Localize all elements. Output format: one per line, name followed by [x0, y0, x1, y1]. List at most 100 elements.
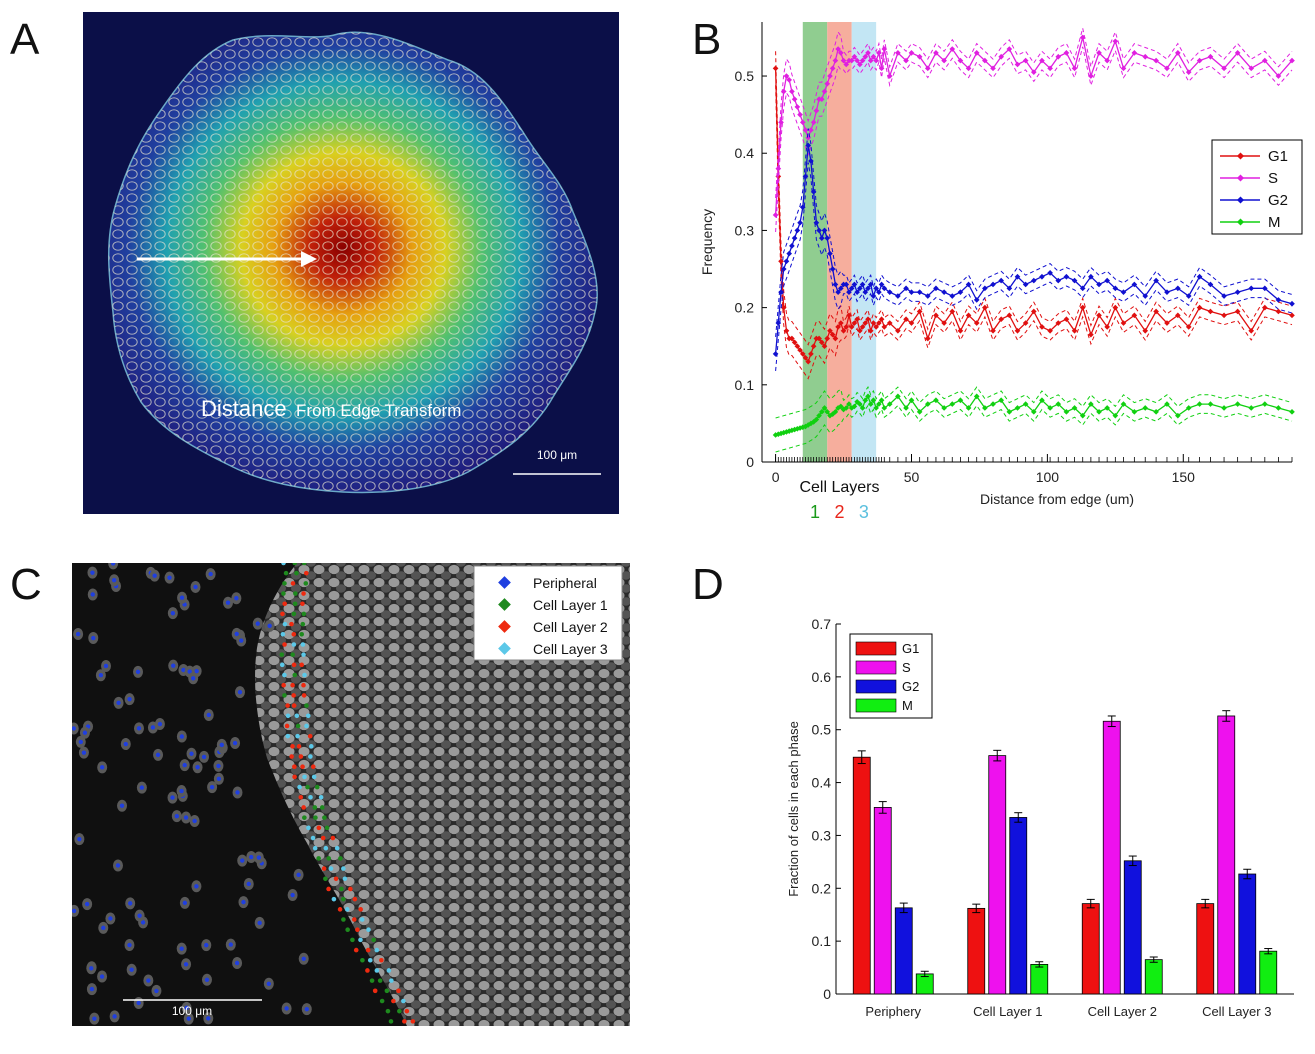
- edge-layer-marker: [281, 591, 286, 596]
- peripheral-marker: [249, 854, 254, 860]
- edge-layer-marker: [302, 815, 307, 820]
- data-point-G1: [1006, 312, 1013, 319]
- data-point-G1: [1164, 320, 1170, 326]
- peripheral-marker: [127, 942, 132, 948]
- data-point-G1: [1096, 312, 1102, 319]
- data-point-G1: [876, 320, 882, 326]
- data-point-G2: [873, 285, 879, 292]
- d-y-tick-label: 0.4: [812, 775, 832, 791]
- edge-layer-marker: [353, 947, 359, 953]
- data-point-G1: [998, 316, 1005, 323]
- peripheral-marker: [111, 578, 117, 583]
- data-point-G1: [908, 320, 915, 326]
- data-point-S: [973, 50, 980, 56]
- data-point-G1: [982, 304, 988, 311]
- panel-letter-a: A: [10, 15, 40, 64]
- edge-layer-marker: [397, 1008, 402, 1014]
- data-point-G2: [1088, 273, 1094, 280]
- data-point-G1: [865, 316, 871, 323]
- data-point-G1: [832, 335, 839, 342]
- edge-layer-marker: [290, 744, 295, 749]
- edge-layer-marker: [377, 978, 383, 983]
- peripheral-marker: [137, 913, 142, 918]
- bar-M: [1144, 959, 1163, 995]
- data-point-G2: [876, 289, 882, 296]
- peripheral-marker: [234, 596, 239, 601]
- edge-layer-marker: [290, 581, 296, 586]
- edge-layer-marker: [345, 927, 350, 932]
- data-point-G1: [1221, 312, 1227, 319]
- cell-layers-label: Cell Layers: [799, 479, 879, 496]
- peripheral-marker: [225, 600, 231, 605]
- edge-layer-marker: [388, 1019, 394, 1024]
- data-point-S: [1221, 65, 1227, 72]
- bar-G2: [894, 907, 913, 995]
- edge-layer-marker: [402, 1019, 407, 1024]
- data-point-G1: [1022, 320, 1029, 326]
- edge-layer-marker: [358, 937, 363, 943]
- x-tick-label: 150: [1172, 469, 1196, 485]
- edge-layer-marker: [372, 988, 378, 994]
- data-point-M: [865, 393, 871, 400]
- peripheral-marker: [194, 884, 199, 889]
- data-point-S: [1071, 65, 1078, 72]
- data-point-S: [1275, 73, 1282, 79]
- peripheral-marker: [90, 592, 95, 597]
- bar-G1: [1081, 903, 1100, 995]
- edge-layer-marker: [320, 835, 326, 841]
- peripheral-marker: [195, 765, 200, 770]
- data-point-S: [1088, 73, 1094, 79]
- data-point-G1: [772, 65, 779, 72]
- peripheral-marker: [167, 575, 172, 580]
- data-point-G2: [1196, 273, 1203, 280]
- data-point-S: [802, 127, 809, 133]
- data-point-G2: [1248, 285, 1255, 292]
- data-point-G1: [1275, 308, 1282, 315]
- peripheral-marker: [135, 669, 141, 675]
- edge-layer-marker: [307, 733, 313, 739]
- data-point-G1: [1039, 324, 1045, 330]
- data-point-G2: [916, 289, 923, 296]
- edge-layer-marker: [301, 591, 306, 596]
- legend-b: [1211, 139, 1303, 235]
- peripheral-marker: [112, 1014, 117, 1019]
- data-point-S: [908, 50, 915, 56]
- data-point-G2: [1289, 300, 1295, 307]
- edge-layer-marker: [366, 927, 371, 932]
- data-point-M: [1164, 401, 1170, 407]
- edge-layer-marker: [296, 744, 302, 749]
- x-tick-label: 100: [1036, 469, 1060, 485]
- data-point-M: [1047, 405, 1053, 411]
- edge-layer-marker: [300, 764, 305, 770]
- cell-layer-legend: Peripheral Cell Layer 1 Cell Layer 2 Cell L…: [473, 565, 623, 661]
- edge-layer-marker: [401, 998, 406, 1004]
- edge-layer-marker: [302, 774, 307, 780]
- peripheral-marker: [241, 899, 246, 905]
- data-point-M: [873, 405, 879, 411]
- data-point-G2: [1096, 281, 1102, 288]
- data-point-S: [1120, 65, 1127, 72]
- cell-layer-svg: Peripheral Cell Layer 1 Cell Layer 2 Cell L…: [72, 563, 630, 1026]
- edge-layer-marker: [300, 642, 306, 647]
- data-point-G2: [1131, 281, 1138, 288]
- distance-transform-image: Distance From Edge Transform 100 μm: [83, 12, 619, 514]
- x-tick-label: 50: [904, 469, 920, 485]
- peripheral-marker: [183, 815, 189, 820]
- data-point-M: [916, 408, 923, 415]
- edge-layer-marker: [371, 937, 376, 943]
- y-tick-label: 0.2: [735, 300, 755, 316]
- data-point-G2: [854, 289, 860, 296]
- edge-layer-marker: [341, 866, 346, 871]
- legend-label-M: M: [1268, 214, 1281, 231]
- edge-layer-marker: [285, 713, 291, 719]
- d-y-tick-label: 0.5: [812, 722, 832, 738]
- peripheral-marker: [184, 1005, 189, 1011]
- edge-layer-marker: [282, 642, 287, 647]
- edge-layer-marker: [339, 886, 344, 892]
- cell-layer-number: 3: [859, 502, 869, 522]
- panel-letter-d: D: [692, 560, 724, 609]
- data-point-G2: [886, 289, 893, 296]
- peripheral-marker: [228, 942, 233, 947]
- peripheral-marker: [179, 734, 185, 739]
- data-point-M: [1022, 401, 1029, 407]
